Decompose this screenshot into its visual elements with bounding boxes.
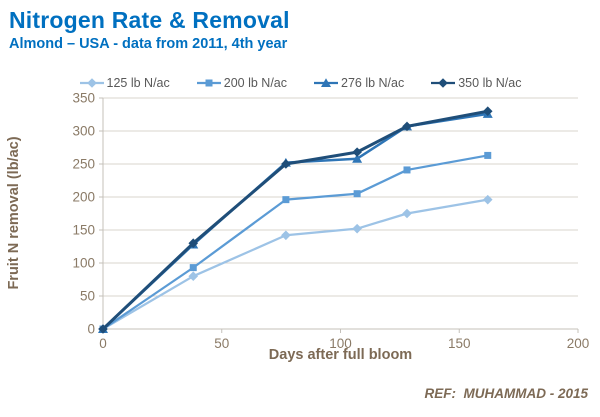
y-tick-label-100: 100 — [72, 256, 95, 271]
y-tick-label-300: 300 — [72, 124, 95, 139]
series-marker-350-lb-n-ac — [402, 121, 412, 132]
legend-marker-125-lb-n-ac — [86, 78, 97, 88]
legend-item-125-lb-n-ac: 125 lb N/ac — [79, 76, 170, 90]
series-marker-125-lb-n-ac — [352, 223, 362, 234]
legend-item-276-lb-n-ac: 276 lb N/ac — [313, 76, 404, 90]
legend-marker-200-lb-n-ac — [205, 79, 213, 87]
y-tick-label-200: 200 — [72, 190, 95, 205]
series-marker-200-lb-n-ac — [189, 264, 197, 272]
legend-item-350-lb-n-ac: 350 lb N/ac — [430, 76, 521, 90]
series-marker-350-lb-n-ac — [482, 106, 493, 116]
page-subtitle: Almond – USA - data from 2011, 4th year — [9, 36, 288, 52]
legend-marker-icon-350-lb-n-ac — [431, 78, 456, 88]
x-tick-label-0: 0 — [99, 336, 107, 351]
legend-marker-icon-200-lb-n-ac — [196, 79, 221, 87]
x-tick-label-150: 150 — [448, 336, 471, 351]
y-tick-label-0: 0 — [87, 322, 95, 337]
x-tick-label-50: 50 — [214, 336, 229, 351]
series-marker-125-lb-n-ac — [281, 230, 291, 241]
chart-legend: 125 lb N/ac 200 lb N/ac 276 lb N/ac 350 lb … — [0, 76, 600, 90]
y-tick-label-50: 50 — [80, 289, 95, 304]
y-tick-label-150: 150 — [72, 223, 95, 238]
series-marker-200-lb-n-ac — [353, 190, 361, 198]
series-marker-350-lb-n-ac — [98, 324, 108, 334]
series-marker-125-lb-n-ac — [188, 271, 199, 281]
series-marker-125-lb-n-ac — [402, 208, 412, 219]
series-line-125-lb-n-ac — [102, 198, 488, 330]
y-tick-label-250: 250 — [72, 157, 95, 172]
x-tick-label-100: 100 — [329, 336, 352, 351]
legend-label: 125 lb N/ac — [106, 76, 170, 90]
legend-marker-icon-125-lb-n-ac — [79, 78, 104, 88]
y-tick-label-350: 350 — [72, 91, 95, 106]
series-line-200-lb-n-ac — [102, 154, 488, 330]
legend-marker-276-lb-n-ac — [321, 78, 331, 87]
series-marker-125-lb-n-ac — [482, 194, 493, 205]
reference-text: REF: MUHAMMAD - 2015 — [424, 386, 588, 401]
series-line-276-lb-n-ac — [102, 112, 488, 330]
series-marker-200-lb-n-ac — [282, 196, 290, 204]
legend-label: 350 lb N/ac — [458, 76, 522, 90]
x-tick-label-200: 200 — [567, 336, 590, 351]
series-marker-350-lb-n-ac — [188, 238, 199, 248]
legend-marker-350-lb-n-ac — [438, 78, 449, 88]
y-axis-title: Fruit N removal (lb/ac) — [6, 136, 22, 290]
x-axis-title: Days after full bloom — [268, 347, 413, 363]
series-marker-200-lb-n-ac — [403, 166, 411, 174]
series-marker-350-lb-n-ac — [281, 159, 291, 169]
legend-item-200-lb-n-ac: 200 lb N/ac — [196, 76, 287, 90]
series-marker-350-lb-n-ac — [352, 147, 362, 157]
series-marker-200-lb-n-ac — [484, 151, 492, 159]
page-title: Nitrogen Rate & Removal — [9, 7, 290, 33]
legend-label: 200 lb N/ac — [223, 76, 287, 90]
series-line-350-lb-n-ac — [101, 109, 489, 331]
legend-label: 276 lb N/ac — [341, 76, 405, 90]
legend-marker-icon-276-lb-n-ac — [314, 78, 338, 87]
series-marker-276-lb-n-ac — [352, 153, 363, 163]
